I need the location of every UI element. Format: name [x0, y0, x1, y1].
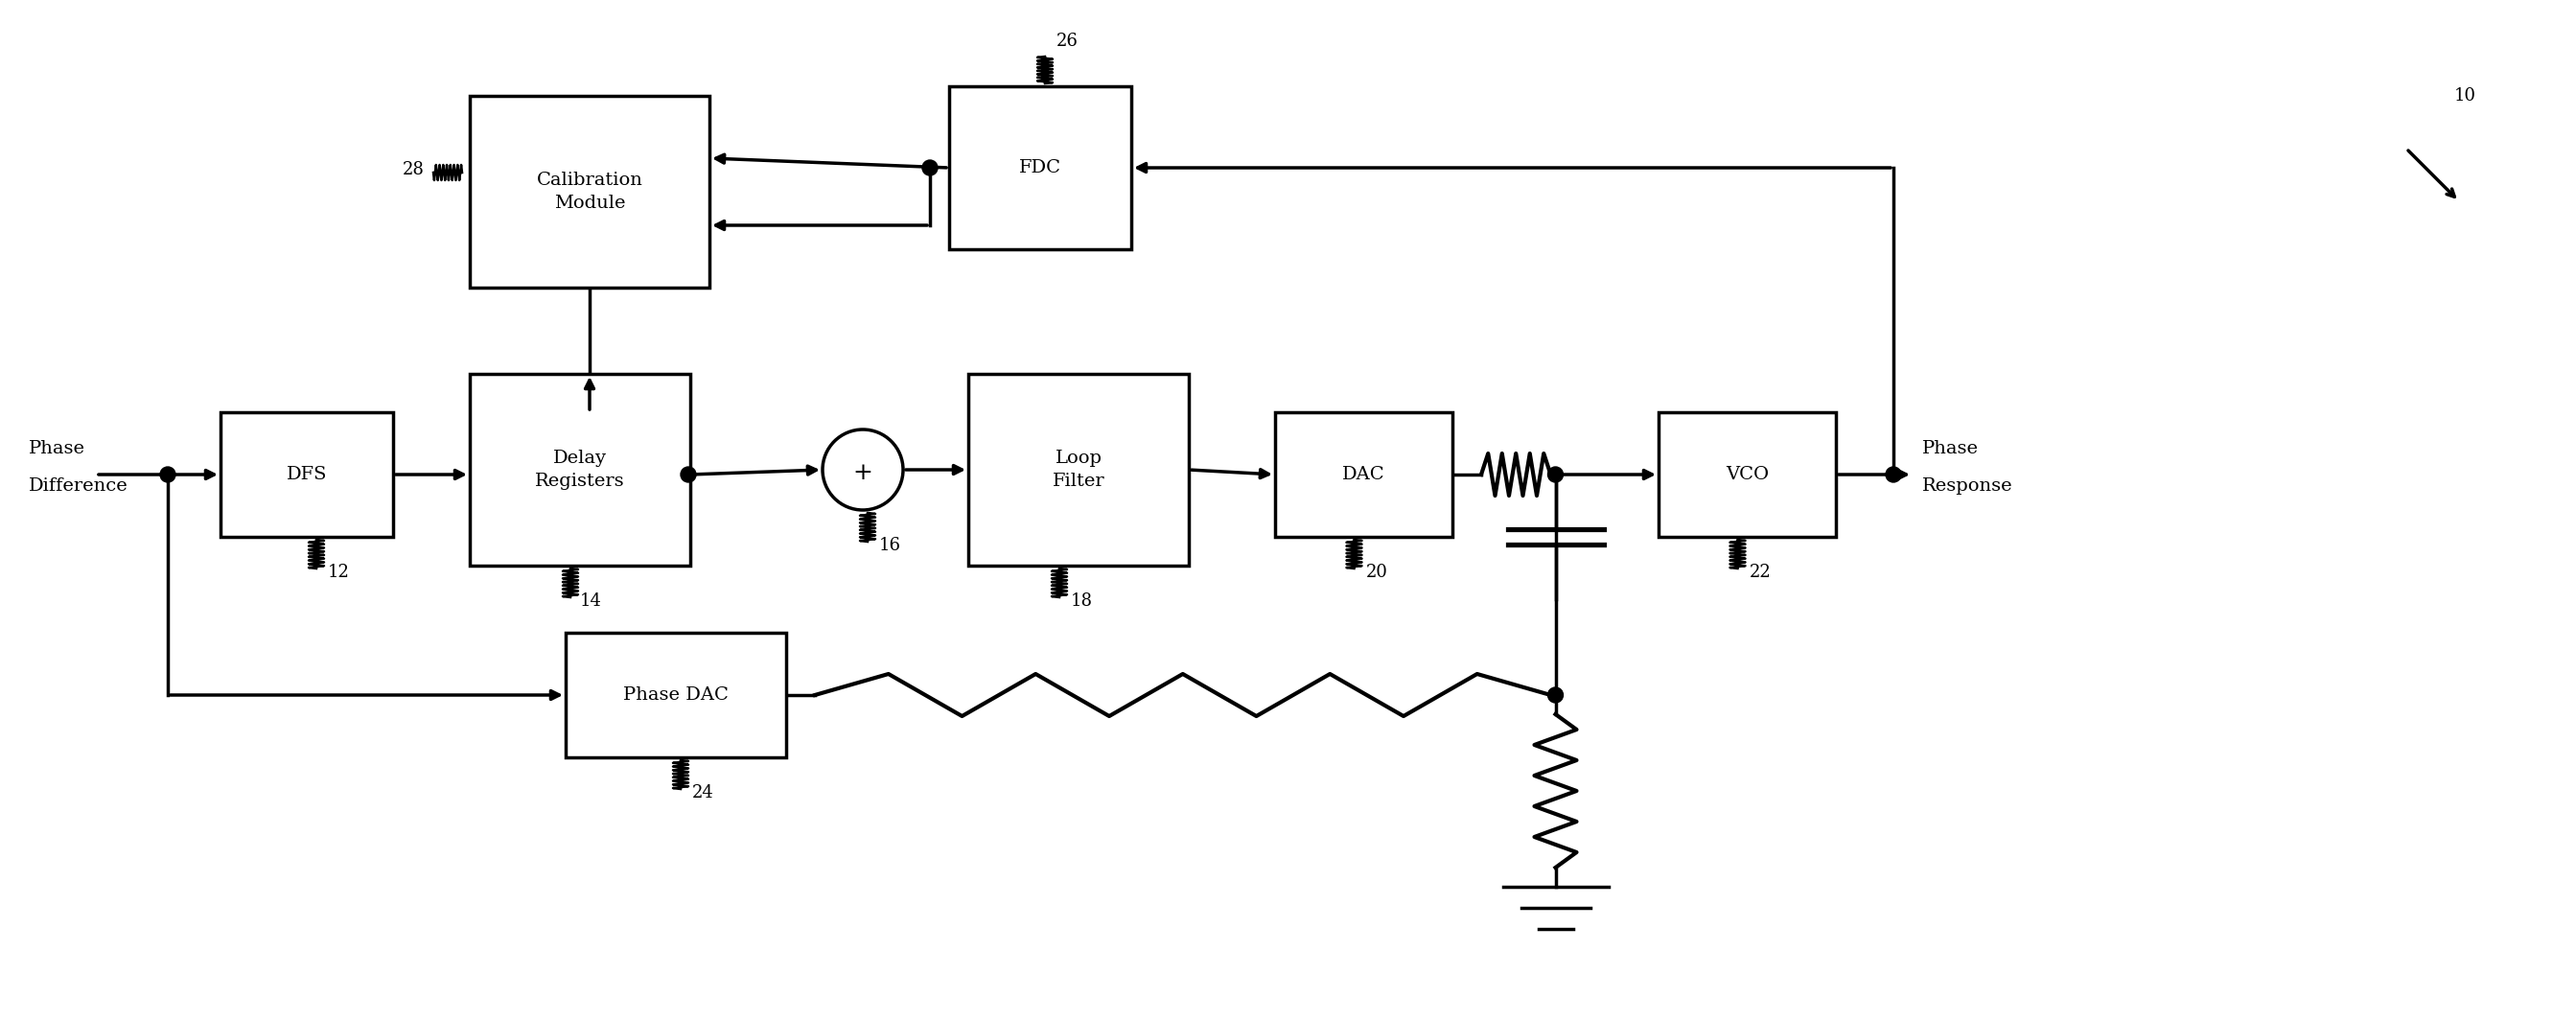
- Text: 16: 16: [878, 537, 902, 554]
- Text: 18: 18: [1072, 592, 1092, 610]
- Text: DAC: DAC: [1342, 466, 1386, 483]
- Text: FDC: FDC: [1020, 159, 1061, 177]
- Text: Difference: Difference: [28, 478, 129, 495]
- Text: 24: 24: [693, 784, 714, 801]
- Bar: [969, 374, 1188, 566]
- Bar: [222, 412, 394, 537]
- Text: 20: 20: [1365, 564, 1388, 581]
- Circle shape: [922, 160, 938, 176]
- Circle shape: [680, 467, 696, 482]
- Text: 10: 10: [2455, 87, 2476, 104]
- Text: +: +: [853, 461, 873, 484]
- Bar: [948, 87, 1131, 249]
- Text: Response: Response: [1922, 478, 2012, 495]
- Circle shape: [1886, 467, 1901, 482]
- Bar: [469, 374, 690, 566]
- Bar: [567, 633, 786, 758]
- Text: 22: 22: [1749, 564, 1770, 581]
- Text: Phase: Phase: [28, 440, 85, 457]
- Text: DFS: DFS: [286, 466, 327, 483]
- Text: 26: 26: [1056, 33, 1079, 50]
- Circle shape: [822, 430, 904, 510]
- Text: Phase DAC: Phase DAC: [623, 686, 729, 703]
- Text: 28: 28: [402, 161, 425, 179]
- Bar: [469, 96, 708, 288]
- Text: Calibration
Module: Calibration Module: [536, 172, 644, 211]
- Text: 12: 12: [327, 564, 350, 581]
- Bar: [1659, 412, 1837, 537]
- Text: VCO: VCO: [1726, 466, 1770, 483]
- Bar: [1275, 412, 1453, 537]
- Text: Delay
Registers: Delay Registers: [536, 450, 626, 490]
- Text: Phase: Phase: [1922, 440, 1978, 457]
- Circle shape: [1548, 467, 1564, 482]
- Circle shape: [1548, 687, 1564, 702]
- Text: 14: 14: [580, 592, 603, 610]
- Text: Loop
Filter: Loop Filter: [1054, 450, 1105, 490]
- Circle shape: [160, 467, 175, 482]
